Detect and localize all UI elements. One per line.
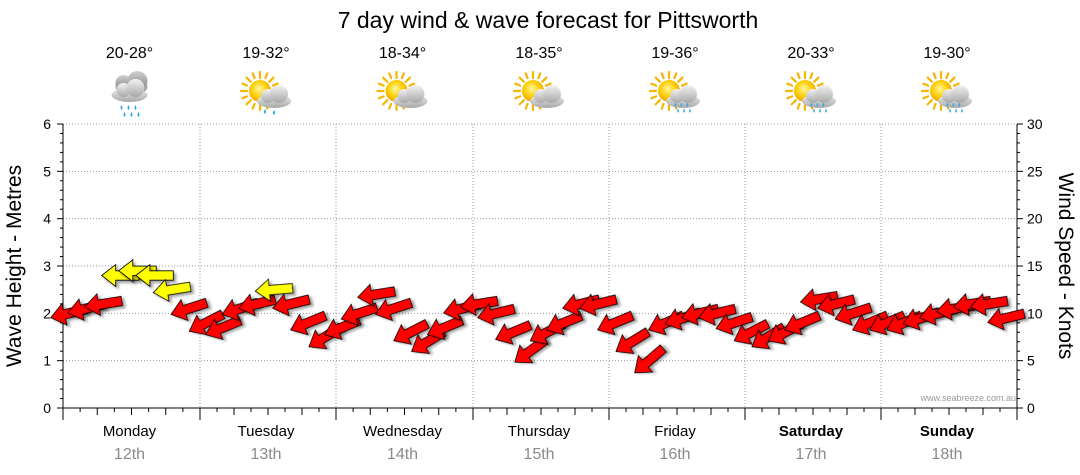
wind-arrow (969, 292, 1009, 317)
wind-arrow (784, 310, 822, 336)
wind-arrow (238, 293, 277, 317)
wind-arrows (50, 258, 1026, 374)
y-right-tick-label: 0 (1027, 400, 1035, 416)
day-date: 18th (931, 446, 962, 463)
y-right-tick-label: 15 (1027, 258, 1043, 274)
weather-row: 20-28° 19-32° 18-34° 18-35° 19-36° 20-33° 19-3… (106, 45, 972, 117)
wind-arrow (579, 293, 618, 317)
sun-cloud-shower-icon (239, 70, 291, 115)
y-right-tick-label: 25 (1027, 163, 1043, 179)
wind-arrow (546, 310, 584, 336)
y-left-tick-label: 0 (43, 400, 51, 416)
wind-arrow (152, 278, 192, 303)
wind-arrow (272, 293, 311, 317)
chart-title: 7 day wind & wave forecast for Pittswort… (338, 7, 759, 33)
sun-cloud-rain-icon (648, 70, 700, 113)
day-date: 16th (659, 446, 690, 463)
day-name: Thursday (508, 423, 571, 440)
wind-arrow (374, 297, 414, 322)
wind-arrow (340, 302, 379, 326)
wind-arrow (715, 312, 754, 336)
wind-arrow (733, 319, 771, 345)
day-name: Monday (103, 423, 157, 440)
watermark: www.seabreeze.com.au (919, 393, 1016, 403)
day-name: Friday (654, 423, 696, 440)
y-left-tick-label: 5 (43, 163, 51, 179)
y-left-tick-label: 2 (43, 305, 51, 321)
y-right-tick-label: 5 (1027, 353, 1035, 369)
temperature-range: 20-28° (106, 45, 153, 62)
temperature-range: 18-34° (379, 45, 426, 62)
day-name: Wednesday (363, 423, 442, 440)
day-forecast-tuesday: 19-32° (239, 45, 291, 115)
y-left-tick-label: 1 (43, 353, 51, 369)
wind-arrow (477, 302, 516, 326)
rain-cloud-icon (111, 71, 148, 117)
day-name: Saturday (779, 423, 844, 440)
day-date: 12th (114, 446, 145, 463)
wind-arrow (698, 302, 737, 326)
day-name: Tuesday (238, 423, 295, 440)
sun-cloud-icon (376, 70, 428, 112)
y-right-tick-label: 30 (1027, 116, 1043, 132)
day-forecast-thursday: 18-35° (512, 45, 564, 112)
wind-arrow (357, 283, 397, 307)
temperature-range: 19-30° (923, 45, 970, 62)
day-date: 14th (387, 446, 418, 463)
axes: 0 1 2 3 4 5 6 0 5 10 15 20 25 30 (43, 116, 1043, 420)
wind-arrow (254, 278, 294, 302)
wind-arrow (170, 297, 209, 322)
day-name: Sunday (920, 423, 975, 440)
wind-arrow (393, 319, 430, 345)
sun-cloud-rain-icon (784, 70, 836, 113)
wind-arrow (834, 302, 873, 326)
day-forecast-sunday: 19-30° (920, 45, 972, 113)
wind-arrow (205, 315, 243, 341)
sun-cloud-icon (512, 70, 564, 112)
y-right-tick-label: 20 (1027, 211, 1043, 227)
day-date: 15th (523, 446, 554, 463)
wind-arrow (135, 263, 174, 288)
day-date: 13th (250, 446, 281, 463)
temperature-range: 18-35° (515, 45, 562, 62)
day-labels: Monday 12th Tuesday 13th Wednesday 14th Thursd… (103, 423, 975, 463)
wind-arrow (817, 293, 856, 317)
y-axis-left-title: Wave Height - Metres (3, 165, 26, 367)
temperature-range: 19-32° (242, 45, 289, 62)
y-right-tick-label: 10 (1027, 305, 1043, 321)
y-left-tick-label: 3 (43, 258, 51, 274)
wind-arrow (615, 327, 651, 354)
wind-arrow (987, 307, 1026, 331)
y-left-tick-label: 6 (43, 116, 51, 132)
gridlines (63, 123, 1017, 408)
day-forecast-saturday: 20-33° (784, 45, 836, 113)
day-date: 17th (795, 446, 826, 463)
sun-cloud-rain-icon (920, 70, 972, 113)
y-left-tick-label: 4 (43, 211, 51, 227)
day-forecast-wednesday: 18-34° (376, 45, 428, 112)
wind-arrow (495, 320, 533, 345)
wind-arrow (426, 315, 465, 341)
wind-arrow (597, 310, 635, 336)
wind-arrow (634, 344, 667, 374)
y-axis-right-title: Wind Speed - Knots (1054, 173, 1077, 360)
temperature-range: 19-36° (651, 45, 698, 62)
day-forecast-monday: 20-28° (106, 45, 153, 117)
wind-arrow (459, 292, 499, 317)
day-forecast-friday: 19-36° (648, 45, 700, 113)
wind-arrow (84, 292, 124, 317)
wind-arrow (290, 310, 328, 336)
temperature-range: 20-33° (787, 45, 834, 62)
